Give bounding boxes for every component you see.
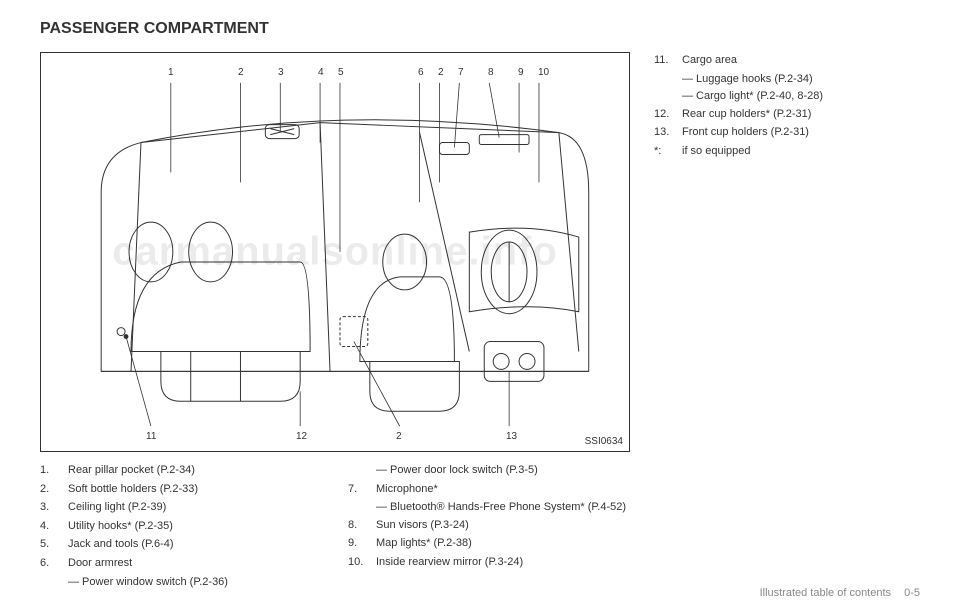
left-column: 123456278910 1112213 <box>40 52 630 591</box>
legend-item-number: 12. <box>654 106 672 124</box>
callout-number: 4 <box>318 67 324 78</box>
callout-number: 2 <box>438 67 444 78</box>
content-area: 123456278910 1112213 <box>40 52 920 591</box>
legend-item-number: *: <box>654 143 672 161</box>
legend-item-number: 5. <box>40 536 58 554</box>
legend-item-number <box>348 462 366 480</box>
legend-item: 12. Rear cup holders* (P.2-31) <box>654 106 914 124</box>
legend-item-number: 1. <box>40 462 58 480</box>
callout-number: 9 <box>518 67 524 78</box>
legend-subitem: — Power window switch (P.2-36) <box>40 574 320 592</box>
legend-item: 11. Cargo area <box>654 52 914 70</box>
legend-item-number: 2. <box>40 481 58 499</box>
callout-number: 2 <box>238 67 244 78</box>
legend-item-text: Inside rearview mirror (P.3-24) <box>376 554 523 572</box>
legend-item-text: — Power door lock switch (P.3-5) <box>376 462 538 480</box>
legend-col-1: 1. Rear pillar pocket (P.2-34) 2. Soft bott… <box>40 462 320 591</box>
legend-item-number: 4. <box>40 518 58 536</box>
legend-item-number: 3. <box>40 499 58 517</box>
page-footer: Illustrated table of contents 0-5 <box>760 587 920 599</box>
legend-item: *: if so equipped <box>654 143 914 161</box>
legend-item-text: Soft bottle holders (P.2-33) <box>68 481 198 499</box>
callout-number: 11 <box>146 431 156 442</box>
legend-item: 4. Utility hooks* (P.2-35) <box>40 518 320 536</box>
legend-item: 3. Ceiling light (P.2-39) <box>40 499 320 517</box>
legend-item-text: Rear cup holders* (P.2-31) <box>682 106 811 124</box>
legend-item: 8. Sun visors (P.3-24) <box>348 517 628 535</box>
callout-number: 5 <box>338 67 344 78</box>
legend-subitem: — Bluetooth® Hands-Free Phone System* (P… <box>348 499 628 517</box>
legend-item-text: Rear pillar pocket (P.2-34) <box>68 462 195 480</box>
legend-item-number: 13. <box>654 124 672 142</box>
legend-item-text: Door armrest <box>68 555 132 573</box>
legend-item-text: Cargo area <box>682 52 737 70</box>
callout-number: 8 <box>488 67 494 78</box>
legend-item-text: Front cup holders (P.2-31) <box>682 124 809 142</box>
footer-page-number: 0-5 <box>904 587 920 599</box>
legend-item: — Power door lock switch (P.3-5) <box>348 462 628 480</box>
legend-item-number: 6. <box>40 555 58 573</box>
legend-item-text: Sun visors (P.3-24) <box>376 517 469 535</box>
callout-number: 10 <box>538 67 549 78</box>
legend-col-2: — Power door lock switch (P.3-5) 7. Microp… <box>348 462 628 591</box>
legend-item-text: Ceiling light (P.2-39) <box>68 499 166 517</box>
diagram-box: 123456278910 1112213 <box>40 52 630 452</box>
image-code: SSI0634 <box>585 436 623 447</box>
legend-item: 5. Jack and tools (P.6-4) <box>40 536 320 554</box>
legend-item-number: 11. <box>654 52 672 70</box>
page-title: PASSENGER COMPARTMENT <box>40 20 920 38</box>
legend-item-text: Map lights* (P.2-38) <box>376 535 472 553</box>
legend-item-text: Utility hooks* (P.2-35) <box>68 518 173 536</box>
callout-number: 1 <box>168 67 174 78</box>
legend-columns: 1. Rear pillar pocket (P.2-34) 2. Soft bott… <box>40 462 630 591</box>
legend-item-number: 10. <box>348 554 366 572</box>
legend-item: 10. Inside rearview mirror (P.3-24) <box>348 554 628 572</box>
legend-item: 6. Door armrest <box>40 555 320 573</box>
legend-item-text: if so equipped <box>682 143 751 161</box>
right-column: 11. Cargo area— Luggage hooks (P.2-34)— C… <box>654 52 914 591</box>
legend-item-number: 8. <box>348 517 366 535</box>
legend-item-number: 7. <box>348 481 366 499</box>
legend-item: 9. Map lights* (P.2-38) <box>348 535 628 553</box>
legend-item-text: Jack and tools (P.6-4) <box>68 536 174 554</box>
legend-item-number: 9. <box>348 535 366 553</box>
callout-number: 6 <box>418 67 424 78</box>
callout-number: 13 <box>506 431 517 442</box>
legend-subitem: — Cargo light* (P.2-40, 8-28) <box>654 88 914 106</box>
footer-section-label: Illustrated table of contents <box>760 587 891 599</box>
legend-item: 13. Front cup holders (P.2-31) <box>654 124 914 142</box>
interior-diagram <box>41 53 629 451</box>
legend-item-text: Microphone* <box>376 481 438 499</box>
legend-item: 7. Microphone* <box>348 481 628 499</box>
legend-subitem: — Luggage hooks (P.2-34) <box>654 71 914 89</box>
callout-number: 12 <box>296 431 307 442</box>
legend-item: 1. Rear pillar pocket (P.2-34) <box>40 462 320 480</box>
callout-number: 7 <box>458 67 464 78</box>
legend-item: 2. Soft bottle holders (P.2-33) <box>40 481 320 499</box>
callout-number: 2 <box>396 431 402 442</box>
callout-number: 3 <box>278 67 284 78</box>
